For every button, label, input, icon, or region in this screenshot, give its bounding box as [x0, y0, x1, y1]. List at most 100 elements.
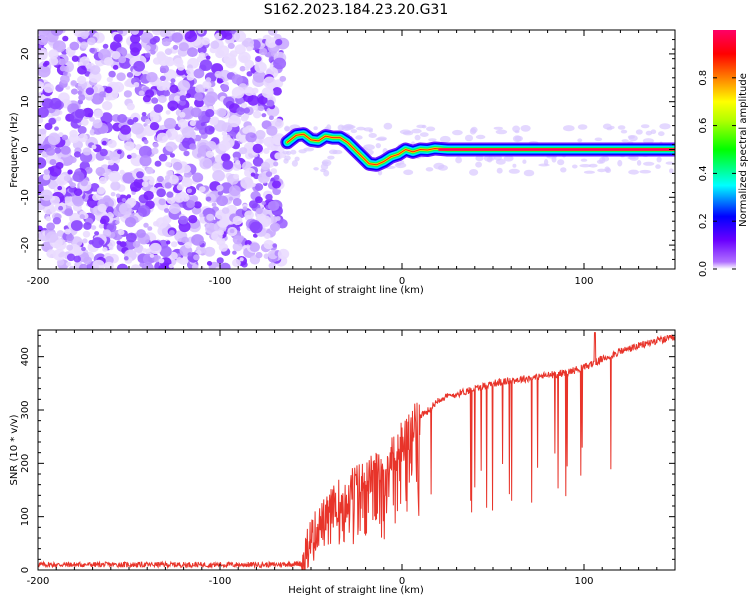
signal-ridge: [280, 127, 675, 172]
x-tick-label: -100: [209, 576, 232, 587]
noise-blob: [228, 185, 241, 197]
noise-blob: [218, 243, 229, 252]
x-tick-label: 100: [574, 276, 593, 287]
noise-blob: [242, 37, 255, 48]
noise-blob: [89, 129, 95, 134]
noise-blob: [216, 45, 230, 57]
noise-blob: [99, 148, 108, 157]
noise-blob: [176, 184, 184, 191]
noise-blob: [252, 157, 264, 167]
noise-blob: [635, 129, 643, 135]
noise-blob: [89, 47, 95, 53]
noise-blob: [166, 240, 171, 245]
noise-blob: [609, 125, 615, 130]
noise-blob: [189, 143, 197, 150]
noise-blob: [239, 257, 244, 262]
noise-blob: [78, 94, 86, 101]
noise-blob: [230, 114, 238, 121]
noise-blob: [368, 133, 377, 138]
noise-blob: [193, 254, 200, 261]
noise-blob: [43, 83, 55, 93]
snr-x-label: Height of straight line (km): [288, 585, 424, 596]
noise-blob: [235, 160, 241, 165]
noise-blob: [171, 32, 183, 43]
noise-blob: [475, 161, 482, 168]
noise-blob: [85, 87, 95, 95]
noise-blob: [108, 159, 115, 166]
noise-blob: [49, 207, 57, 213]
snr-frame: [37, 329, 676, 571]
noise-blob: [119, 169, 125, 175]
noise-blob: [87, 37, 96, 46]
noise-blob: [242, 127, 250, 134]
noise-blob: [39, 128, 47, 135]
noise-blob: [88, 71, 102, 83]
noise-blob: [113, 34, 123, 43]
noise-blob: [464, 134, 474, 142]
noise-blob: [196, 153, 202, 158]
noise-blob: [193, 201, 202, 209]
noise-blob: [209, 117, 219, 126]
noise-blob: [65, 85, 71, 90]
noise-blob: [40, 189, 53, 201]
noise-blob: [557, 159, 565, 166]
noise-blob: [50, 30, 64, 36]
noise-blob: [123, 90, 132, 98]
noise-blob: [54, 126, 59, 131]
noise-blob: [313, 126, 318, 131]
noise-blob: [224, 32, 233, 40]
noise-blob: [44, 122, 53, 130]
noise-blob: [73, 188, 83, 196]
noise-blob: [89, 116, 95, 122]
noise-blob: [640, 124, 650, 129]
noise-blob: [181, 236, 189, 244]
colorbar-tick-label: 0.8: [698, 70, 709, 86]
noise-blob: [67, 169, 73, 175]
noise-blob: [46, 222, 55, 231]
noise-blob: [159, 64, 169, 74]
noise-blob: [164, 182, 172, 189]
noise-blob: [142, 175, 149, 182]
noise-blob: [62, 71, 68, 76]
noise-blob: [130, 47, 140, 57]
noise-blob: [84, 166, 93, 174]
noise-blob: [82, 147, 92, 156]
noise-blob: [141, 262, 154, 269]
noise-blob: [228, 196, 234, 201]
snr-series-line: [38, 332, 675, 570]
noise-blob: [139, 262, 145, 267]
noise-blob: [503, 155, 514, 162]
noise-blob: [141, 181, 149, 188]
noise-blob: [41, 98, 54, 109]
noise-blob: [205, 55, 211, 60]
noise-blob: [118, 56, 127, 64]
noise-blob: [139, 155, 152, 167]
noise-blob: [244, 59, 254, 69]
noise-blob: [57, 185, 63, 191]
noise-blob: [282, 150, 290, 155]
noise-blob: [439, 135, 451, 143]
noise-blob: [96, 186, 106, 195]
noise-blob: [111, 51, 121, 60]
noise-blob: [49, 195, 61, 206]
noise-blob: [383, 122, 393, 130]
noise-blob: [64, 228, 72, 235]
noise-blob: [105, 206, 114, 214]
noise-blob: [242, 206, 248, 211]
noise-blob: [350, 129, 358, 134]
noise-blob: [255, 207, 263, 215]
noise-blob: [252, 110, 262, 119]
noise-blob: [166, 195, 176, 205]
noise-blob: [421, 124, 427, 129]
noise-blob: [102, 43, 109, 49]
noise-blob: [55, 162, 64, 170]
noise-blob: [650, 129, 657, 134]
noise-blob: [211, 202, 217, 207]
noise-blob: [508, 168, 520, 174]
noise-blob: [206, 213, 215, 221]
noise-blob: [218, 218, 228, 228]
noise-blob: [60, 74, 70, 84]
noise-blob: [216, 78, 223, 84]
noise-blob: [658, 131, 665, 137]
